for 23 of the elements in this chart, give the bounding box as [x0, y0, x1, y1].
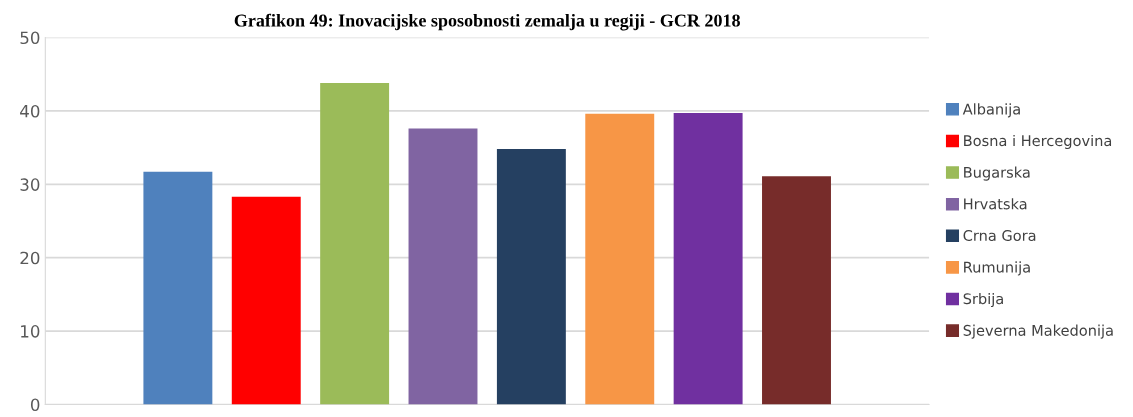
y-tick-label: 50 — [20, 31, 40, 45]
legend-label: Albanija — [962, 103, 1020, 118]
legend-label: Crna Gora — [963, 230, 1036, 242]
bar — [143, 171, 213, 405]
legend-label: Bosna i Hercegovina — [964, 134, 1112, 150]
y-tick-label: 0 — [30, 398, 40, 412]
y-tick-label: 20 — [20, 251, 40, 265]
legend-label: Hrvatska — [964, 198, 1027, 210]
y-tick-label: 40 — [20, 104, 40, 118]
bar — [320, 83, 390, 405]
y-tick-label: 30 — [20, 178, 40, 191]
bar — [673, 113, 743, 405]
legend-label: Rumunija — [964, 261, 1030, 276]
legend-label: Srbija — [963, 292, 1003, 308]
bar — [762, 176, 831, 405]
bar — [496, 149, 566, 405]
bar — [408, 128, 478, 405]
bar — [585, 113, 655, 405]
legend-label: Sjeverna Makedonija — [963, 324, 1113, 339]
legend-label: Bugarska — [964, 166, 1030, 181]
bar — [231, 196, 301, 405]
y-tick-label: 10 — [21, 325, 40, 338]
chart-title: Grafikon 49: Inovacijske sposobnosti zemalja u regiji - GCR 2018 — [234, 13, 740, 31]
